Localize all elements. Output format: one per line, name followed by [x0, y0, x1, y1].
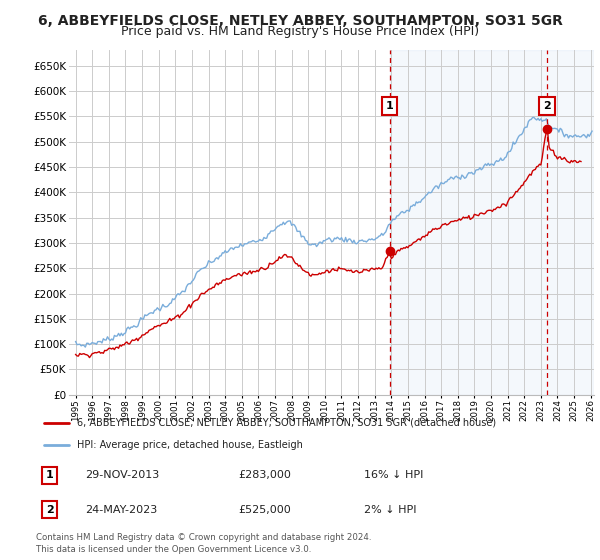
Bar [389, 50, 594, 395]
Text: 6, ABBEYFIELDS CLOSE, NETLEY ABBEY, SOUTHAMPTON, SO31 5GR (detached house): 6, ABBEYFIELDS CLOSE, NETLEY ABBEY, SOUT… [77, 418, 496, 428]
Text: Contains HM Land Registry data © Crown copyright and database right 2024.
This d: Contains HM Land Registry data © Crown c… [36, 533, 371, 554]
Text: 2: 2 [46, 505, 53, 515]
Text: 29-NOV-2013: 29-NOV-2013 [85, 470, 160, 480]
Text: 16% ↓ HPI: 16% ↓ HPI [364, 470, 423, 480]
Text: 2: 2 [543, 101, 551, 111]
Text: £283,000: £283,000 [238, 470, 291, 480]
Text: 2% ↓ HPI: 2% ↓ HPI [364, 505, 416, 515]
Text: HPI: Average price, detached house, Eastleigh: HPI: Average price, detached house, East… [77, 440, 303, 450]
Text: 6, ABBEYFIELDS CLOSE, NETLEY ABBEY, SOUTHAMPTON, SO31 5GR: 6, ABBEYFIELDS CLOSE, NETLEY ABBEY, SOUT… [38, 14, 562, 28]
Text: 24-MAY-2023: 24-MAY-2023 [85, 505, 157, 515]
Text: Price paid vs. HM Land Registry's House Price Index (HPI): Price paid vs. HM Land Registry's House … [121, 25, 479, 38]
Text: 1: 1 [46, 470, 53, 480]
Text: 1: 1 [386, 101, 394, 111]
Text: £525,000: £525,000 [238, 505, 291, 515]
